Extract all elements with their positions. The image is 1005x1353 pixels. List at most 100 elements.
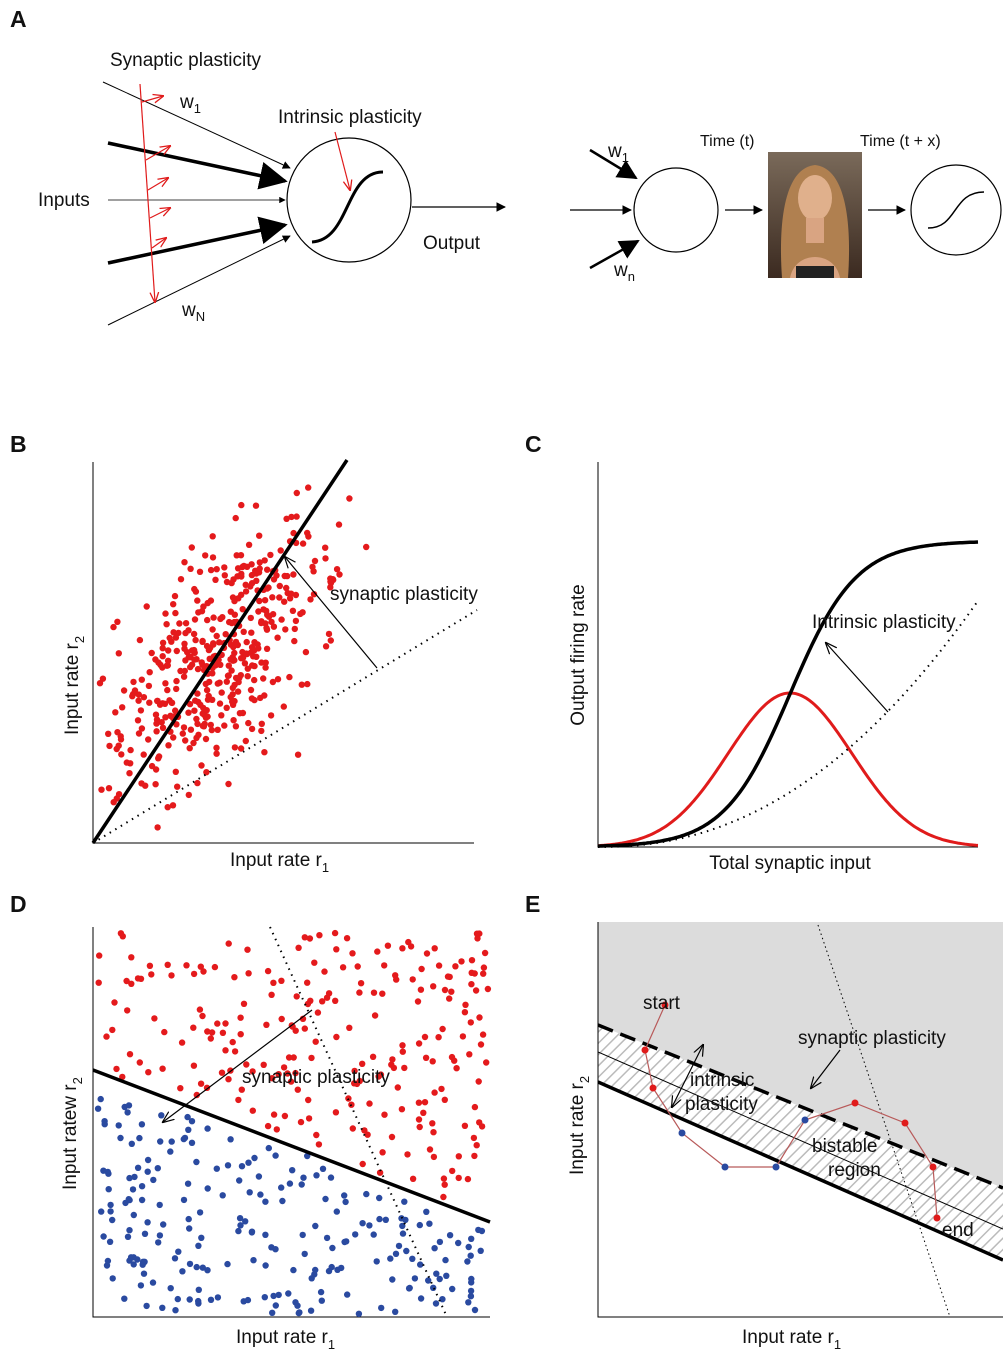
scatter-point <box>288 513 295 521</box>
scatter-point <box>216 679 223 686</box>
scatter-point <box>276 582 283 590</box>
scatter-point <box>146 699 153 706</box>
scatter-point <box>322 544 329 551</box>
scatter-point <box>306 935 314 942</box>
subscript: 2 <box>70 1077 85 1084</box>
scatter-point <box>441 1096 448 1104</box>
scatter-point <box>162 610 169 617</box>
scatter-point <box>136 1134 143 1142</box>
subscript: n <box>628 269 635 284</box>
scatter-point <box>231 697 238 705</box>
scatter-point <box>359 1220 366 1227</box>
scatter-point <box>194 690 201 697</box>
scatter-point <box>128 954 135 961</box>
photo <box>768 152 862 278</box>
scatter-point <box>158 1112 165 1119</box>
scatter-point <box>257 1191 264 1198</box>
scatter-point <box>327 575 334 582</box>
scatter-point <box>436 1275 443 1283</box>
scatter-point <box>135 730 143 737</box>
scatter-point <box>188 1139 196 1147</box>
scatter-point <box>407 943 415 950</box>
scatter-point <box>238 1086 245 1093</box>
text: w <box>179 92 194 113</box>
scatter-point <box>449 1167 456 1175</box>
scatter-point <box>304 1000 312 1008</box>
y-axis-label: Input ratew r2 <box>60 1077 85 1190</box>
scatter-point <box>197 1080 205 1087</box>
scatter-point <box>221 564 228 571</box>
scatter-point <box>298 681 305 688</box>
scatter-point <box>192 636 199 644</box>
scatter-point <box>255 608 262 615</box>
scatter-point <box>299 540 307 547</box>
scatter-point <box>283 515 290 522</box>
subscript: 1 <box>328 1337 335 1352</box>
scatter-point <box>204 1125 211 1132</box>
scatter-point <box>180 1135 187 1143</box>
scatter-point <box>154 824 161 831</box>
scatter-point <box>231 974 238 981</box>
scatter-point <box>124 1233 132 1241</box>
scatter-point <box>301 1250 308 1258</box>
scatter-point <box>401 1198 408 1205</box>
scatter-point <box>128 1140 135 1148</box>
scatter-point <box>126 770 133 777</box>
scatter-point <box>281 598 288 605</box>
scatter-point <box>159 1065 166 1072</box>
scatter-point <box>158 719 165 726</box>
scatter-point <box>228 667 235 674</box>
scatter-point <box>109 1275 116 1282</box>
scatter-point <box>113 1065 120 1073</box>
scatter-point <box>313 1131 320 1139</box>
scatter-point <box>130 678 137 686</box>
scatter-point <box>187 726 195 733</box>
scatter-point <box>149 1279 157 1286</box>
scatter-point <box>279 1197 286 1205</box>
scatter-point <box>399 1230 407 1237</box>
scatter-point <box>229 691 236 698</box>
scatter-point <box>180 724 188 731</box>
scatter-point <box>379 1149 386 1156</box>
scatter-point <box>243 1061 250 1068</box>
scatter-point <box>135 691 142 698</box>
annotation: synaptic plasticity <box>798 1028 946 1049</box>
scatter-point <box>468 957 476 964</box>
scatter-point <box>128 980 135 987</box>
scatter-point <box>415 1099 423 1106</box>
scatter-point <box>162 714 169 721</box>
scatter-point <box>181 640 188 647</box>
scatter-point <box>248 725 256 733</box>
scatter-point <box>185 1215 192 1223</box>
scatter-point <box>329 1244 336 1252</box>
panel-b-overlay: synaptic plasticity Input rate r1 Input … <box>62 459 478 875</box>
scatter-point <box>275 1291 282 1299</box>
scatter-point <box>126 1174 133 1182</box>
scatter-point <box>251 1154 258 1162</box>
scatter-point <box>304 680 311 688</box>
scatter-point <box>115 742 122 749</box>
scatter-point <box>473 1142 480 1149</box>
scatter-point <box>369 1053 377 1061</box>
scatter-point <box>195 609 202 616</box>
scatter-point <box>470 1134 478 1142</box>
scatter-point <box>119 704 126 711</box>
scatter-point <box>193 1263 200 1271</box>
scatter-point <box>301 1025 308 1032</box>
scatter-point <box>479 1031 487 1038</box>
scatter-point <box>414 998 422 1005</box>
scatter-point <box>104 1257 112 1265</box>
scatter-point <box>100 1233 107 1240</box>
scatter-point <box>176 620 183 627</box>
scatter-point <box>361 1127 368 1134</box>
scatter-point <box>272 1246 279 1253</box>
scatter-point <box>376 1215 383 1223</box>
scatter-point <box>433 1270 440 1277</box>
scatter-point <box>416 1123 423 1131</box>
annotation: synaptic plasticity <box>242 1067 390 1088</box>
scatter-point <box>232 674 240 682</box>
scatter-point <box>231 1048 239 1055</box>
scatter-point <box>258 659 265 666</box>
scatter-point <box>119 933 127 940</box>
scatter-point <box>227 1136 234 1143</box>
